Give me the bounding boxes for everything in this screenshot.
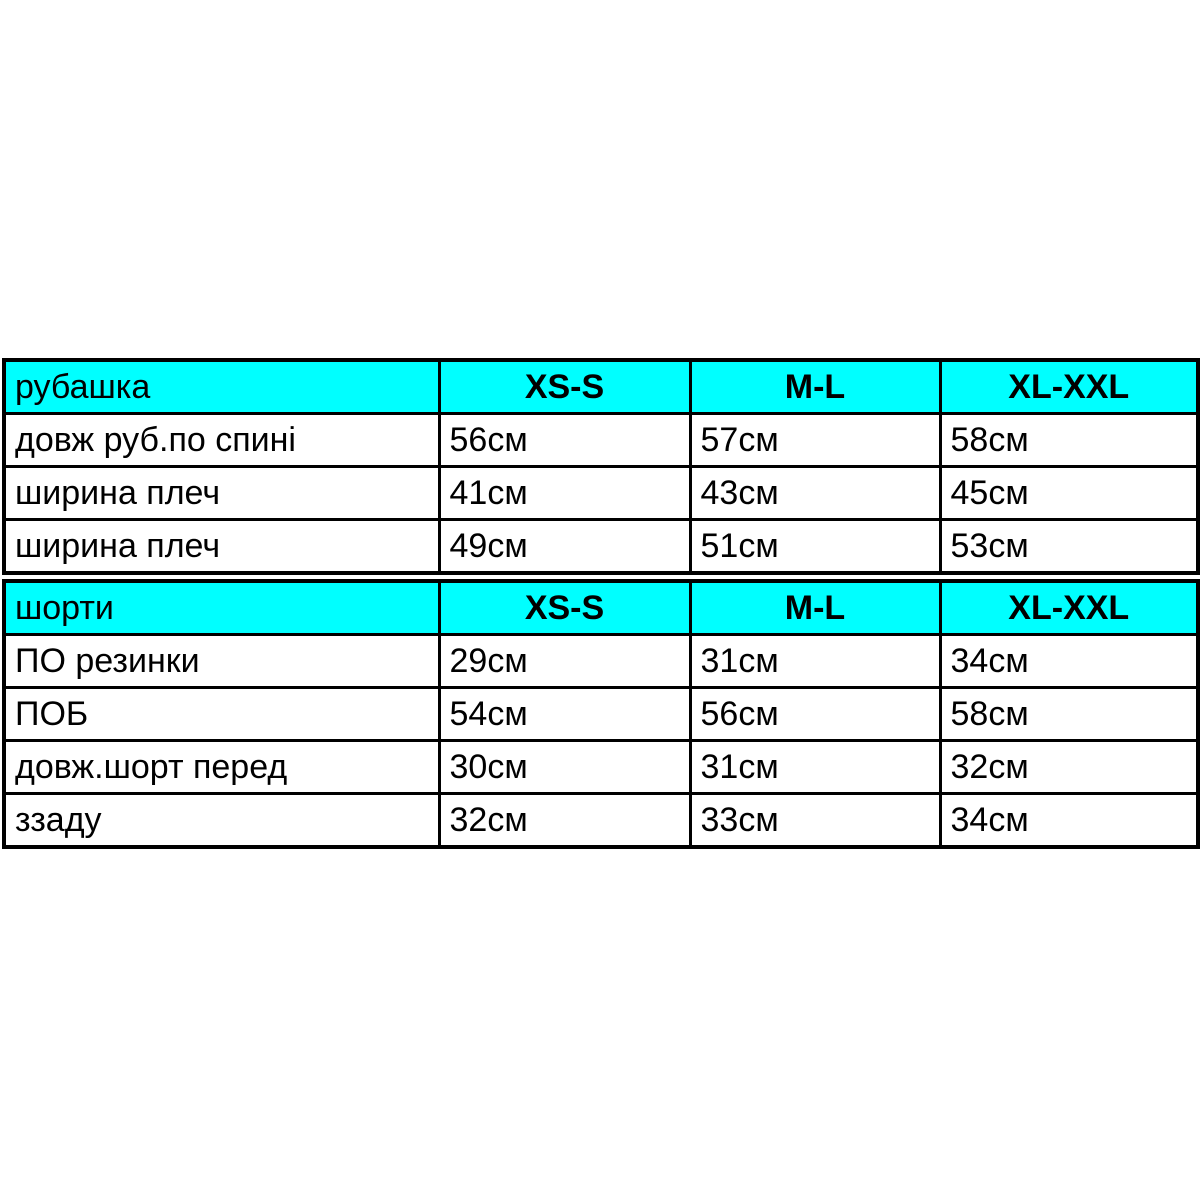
shirt-size-header-xl-xxl: XL-XXL [938, 358, 1200, 415]
shorts-header-row: шорти XS-S M-L XL-XXL [2, 579, 1200, 636]
table-row: довж руб.по спині 56см 57см 58см [2, 412, 1200, 468]
shorts-size-header-m-l: M-L [688, 579, 942, 636]
table-row: ширина плеч 49см 51см 53см [2, 518, 1200, 575]
table-row: ПОБ 54см 56см 58см [2, 686, 1200, 742]
value-cell: 30см [437, 739, 692, 795]
value-cell: 57см [688, 412, 942, 468]
value-cell: 32см [437, 792, 692, 849]
value-cell: 34см [938, 633, 1200, 689]
value-cell: 51см [688, 518, 942, 575]
value-cell: 56см [688, 686, 942, 742]
value-cell: 45см [938, 465, 1200, 521]
value-cell: 54см [437, 686, 692, 742]
shorts-size-header-xs-s: XS-S [437, 579, 692, 636]
row-label: ПОБ [2, 686, 441, 742]
row-label: ширина плеч [2, 465, 441, 521]
shirt-size-table: рубашка XS-S M-L XL-XXL довж руб.по спин… [2, 358, 1200, 575]
value-cell: 31см [688, 633, 942, 689]
row-label: довж.шорт перед [2, 739, 441, 795]
size-chart: рубашка XS-S M-L XL-XXL довж руб.по спин… [2, 358, 1200, 849]
shirt-size-header-m-l: M-L [688, 358, 942, 415]
value-cell: 53см [938, 518, 1200, 575]
value-cell: 43см [688, 465, 942, 521]
shirt-header-row: рубашка XS-S M-L XL-XXL [2, 358, 1200, 415]
row-label: ширина плеч [2, 518, 441, 575]
value-cell: 58см [938, 412, 1200, 468]
value-cell: 32см [938, 739, 1200, 795]
shorts-section-title: шорти [2, 579, 441, 636]
shorts-size-header-xl-xxl: XL-XXL [938, 579, 1200, 636]
shirt-size-header-xs-s: XS-S [437, 358, 692, 415]
value-cell: 31см [688, 739, 942, 795]
value-cell: 33см [688, 792, 942, 849]
table-row: довж.шорт перед 30см 31см 32см [2, 739, 1200, 795]
row-label: ПО резинки [2, 633, 441, 689]
row-label: ззаду [2, 792, 441, 849]
shirt-section-title: рубашка [2, 358, 441, 415]
table-row: ззаду 32см 33см 34см [2, 792, 1200, 849]
row-label: довж руб.по спині [2, 412, 441, 468]
value-cell: 29см [437, 633, 692, 689]
shorts-size-table: шорти XS-S M-L XL-XXL ПО резинки 29см 31… [2, 579, 1200, 849]
value-cell: 56см [437, 412, 692, 468]
table-row: ПО резинки 29см 31см 34см [2, 633, 1200, 689]
table-row: ширина плеч 41см 43см 45см [2, 465, 1200, 521]
value-cell: 41см [437, 465, 692, 521]
value-cell: 49см [437, 518, 692, 575]
value-cell: 58см [938, 686, 1200, 742]
value-cell: 34см [938, 792, 1200, 849]
